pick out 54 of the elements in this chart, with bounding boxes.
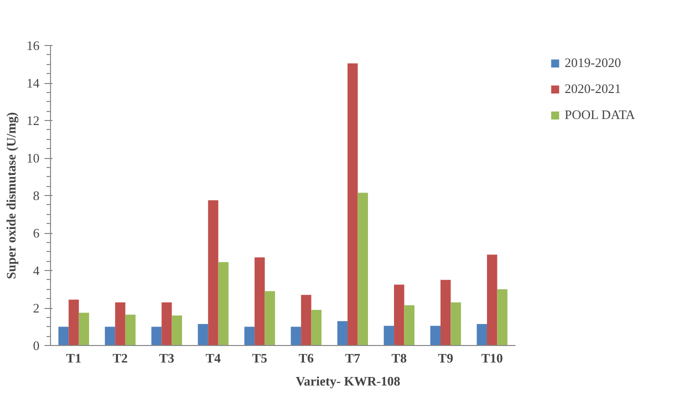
bar <box>384 326 394 346</box>
bar <box>450 302 461 346</box>
y-tick-label: 0 <box>33 338 40 353</box>
bar <box>497 289 508 346</box>
bar <box>68 300 79 346</box>
y-tick-label: 2 <box>33 300 40 316</box>
x-tick-label: T6 <box>298 350 314 366</box>
x-tick-label: T1 <box>66 350 82 366</box>
bar <box>358 192 368 346</box>
bar <box>58 326 69 346</box>
legend-label: POOL DATA <box>564 107 635 123</box>
x-tick-label: T4 <box>206 350 222 366</box>
y-tick-label: 6 <box>33 226 40 240</box>
bar <box>476 324 487 346</box>
bar <box>290 326 302 346</box>
y-tick-label: 8 <box>33 188 40 203</box>
legend-label: 2019-2020 <box>564 55 621 71</box>
legend-label: 2020-2021 <box>564 81 621 97</box>
bar <box>264 291 276 346</box>
x-tick-label: T9 <box>438 350 454 366</box>
y-axis-title: Super oxide dismutase (U/mg) <box>4 112 18 280</box>
bar <box>218 262 229 346</box>
y-tick-label: 4 <box>33 263 40 278</box>
bar <box>198 324 208 346</box>
x-axis-title: Variety- KWR-108 <box>296 374 401 388</box>
bar <box>172 316 182 346</box>
x-tick-label: T3 <box>159 350 175 366</box>
bar <box>244 326 255 346</box>
bar <box>337 321 348 346</box>
y-tick-label: 10 <box>26 150 40 166</box>
y-tick-label: 12 <box>26 113 40 128</box>
bar <box>394 284 404 346</box>
bar <box>151 326 162 346</box>
bar <box>348 63 358 346</box>
bar <box>104 326 116 346</box>
bar <box>115 302 126 346</box>
bar <box>486 254 498 346</box>
x-tick-label: T10 <box>481 350 503 366</box>
bar <box>440 280 451 346</box>
bar <box>162 302 172 346</box>
y-tick-label: 16 <box>26 38 40 53</box>
bar <box>125 314 136 346</box>
y-tick-label: 14 <box>26 76 40 90</box>
x-tick-label: T8 <box>392 350 408 366</box>
bar <box>430 326 441 346</box>
bar <box>311 310 322 346</box>
bar <box>78 312 90 346</box>
bar <box>254 257 265 346</box>
bar <box>208 200 218 346</box>
x-tick-label: T2 <box>112 350 128 366</box>
bar <box>404 305 414 346</box>
x-tick-label: T5 <box>252 350 268 366</box>
x-tick-label: T7 <box>345 350 361 366</box>
bar <box>301 294 312 346</box>
